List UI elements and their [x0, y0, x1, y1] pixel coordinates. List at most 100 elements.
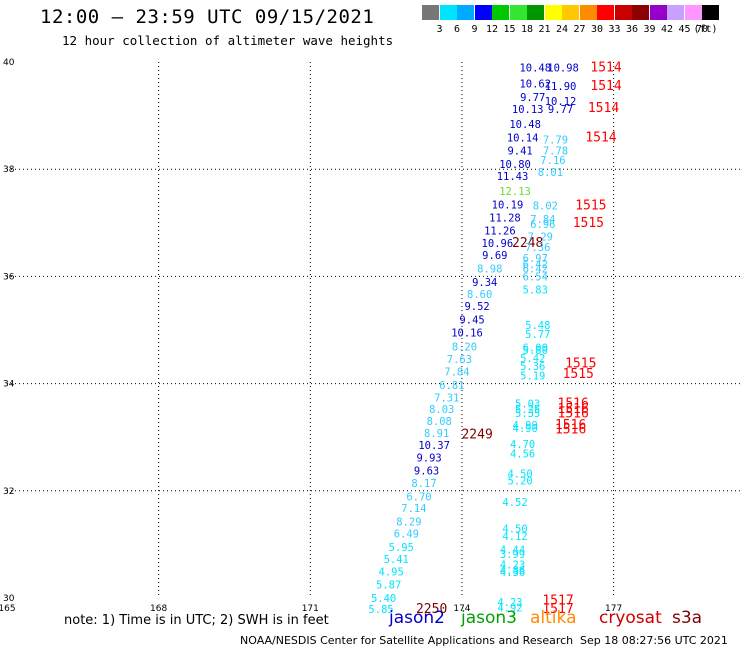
- wave-height-label: 10.12: [545, 96, 577, 108]
- wave-height-label: 11.26: [484, 226, 516, 238]
- wave-height-label: 6.54: [523, 272, 548, 284]
- color-scale-swatch: [474, 5, 492, 20]
- wave-height-label: 9.41: [507, 146, 532, 158]
- page-title: 12:00 – 23:59 UTC 09/15/2021: [40, 6, 375, 28]
- wave-height-label: 4.52: [502, 497, 527, 509]
- pass-time-label: 1517: [542, 593, 573, 608]
- wave-height-label: 4.23: [500, 560, 525, 572]
- wave-height-label: 9.34: [472, 277, 497, 289]
- latitude-tick-label: 32: [3, 487, 14, 497]
- wave-height-label: 5.48: [525, 320, 550, 332]
- wave-height-label: 5.20: [507, 475, 532, 487]
- wave-height-label: 7.84: [530, 214, 555, 226]
- color-scale-label: 33: [608, 24, 621, 35]
- latitude-tick-label: 30: [3, 594, 15, 604]
- color-scale-label: 36: [625, 24, 639, 35]
- wave-height-label: 10.48: [519, 63, 551, 75]
- wave-height-label: 4.92: [497, 602, 522, 614]
- wave-height-label: 7.84: [444, 367, 469, 379]
- wave-height-label: 6.00: [523, 342, 548, 354]
- page-subtitle: 12 hour collection of altimeter wave hei…: [62, 33, 394, 48]
- wave-height-label: 4.12: [502, 531, 527, 543]
- wave-height-label: 10.14: [507, 132, 539, 144]
- longitude-tick-label: 168: [150, 604, 167, 614]
- pass-time-label: 1515: [573, 216, 604, 231]
- legend-jason2: jason2: [389, 608, 445, 628]
- wave-height-label: 4.50: [502, 524, 527, 536]
- color-scale-swatch: [632, 5, 649, 20]
- wave-height-label: 8.02: [533, 200, 558, 212]
- wave-height-label: 8.60: [467, 289, 492, 301]
- color-scale-label: 30: [590, 24, 604, 35]
- wave-height-label: 5.77: [525, 329, 550, 341]
- wave-height-label: 5.03: [515, 399, 540, 411]
- wave-height-label: 4.36: [500, 567, 525, 579]
- wave-height-label: 8.17: [411, 478, 436, 490]
- color-scale-label: 39: [643, 24, 656, 35]
- wave-height-label: 6.42: [523, 264, 548, 276]
- pass-time-label: 2249: [461, 427, 492, 442]
- color-scale-swatch: [509, 5, 527, 20]
- longitude-tick-label: 174: [453, 604, 470, 614]
- wave-height-label: 10.96: [482, 238, 514, 250]
- wave-height-label: 7.14: [401, 503, 426, 515]
- latitude-tick-label: 40: [3, 58, 15, 68]
- wave-height-label: 9.93: [416, 452, 441, 464]
- wave-height-label: 4.99: [513, 420, 538, 432]
- wave-height-label: 5.25: [515, 404, 540, 416]
- wave-height-label: 5.85: [368, 604, 393, 616]
- wave-height-label: 4.56: [510, 449, 535, 461]
- color-scale-swatch: [597, 5, 614, 20]
- wave-height-label: 7.63: [447, 354, 472, 366]
- color-scale-swatch: [702, 5, 719, 20]
- wave-height-label: 5.83: [523, 285, 548, 297]
- color-scale-swatch: [684, 5, 702, 20]
- wave-height-label: 11.28: [489, 213, 521, 225]
- pass-time-label: 1516: [555, 418, 586, 433]
- wave-height-label: 8.08: [427, 416, 452, 428]
- footer-timestamp: Sep 18 08:27:56 UTC 2021: [580, 634, 728, 647]
- wave-height-label: 10.16: [451, 327, 483, 339]
- legend-altika: altika: [530, 608, 577, 628]
- wave-height-label: 8.20: [452, 341, 477, 353]
- wave-height-label: 10.37: [418, 440, 450, 452]
- pass-time-label: 2248: [512, 236, 543, 251]
- wave-height-label: 7.29: [528, 231, 553, 243]
- wave-height-label: 8.01: [538, 167, 563, 179]
- color-scale-swatch: [439, 5, 457, 20]
- pass-time-label: 1516: [555, 422, 586, 437]
- wave-height-label: 5.19: [520, 370, 545, 382]
- wave-height-label: 4.70: [510, 439, 535, 451]
- pass-time-label: 1514: [588, 101, 619, 116]
- wave-height-label: 6.70: [406, 491, 431, 503]
- legend-cryosat: cryosat: [599, 608, 662, 628]
- wave-height-label: 10.13: [512, 104, 544, 116]
- legend-s3a: s3a: [672, 608, 703, 628]
- pass-time-label: 2250: [416, 602, 447, 617]
- wave-height-label: 4.95: [379, 566, 404, 578]
- wave-height-label: 11.90: [545, 81, 577, 93]
- color-scale-swatch: [579, 5, 597, 20]
- wave-height-label: 9.77: [548, 104, 573, 116]
- pass-time-label: 1516: [558, 402, 589, 417]
- wave-height-label: 8.98: [477, 264, 502, 276]
- wave-height-label: 4.86: [500, 565, 525, 577]
- color-scale-label: 12: [485, 24, 499, 35]
- wave-height-label: 6.49: [394, 528, 419, 540]
- color-scale-unit: (ft): [693, 24, 718, 35]
- wave-height-label: 8.29: [396, 517, 421, 529]
- color-scale-swatch: [562, 5, 579, 20]
- longitude-tick-label: 177: [605, 604, 622, 614]
- color-scale-label: 24: [555, 24, 569, 35]
- pass-time-label: 1517: [542, 602, 573, 617]
- wave-height-label: 6.96: [530, 219, 555, 231]
- pass-time-label: 1516: [558, 397, 589, 412]
- wave-height-label: 10.80: [499, 159, 531, 171]
- wave-height-label: 5.42: [520, 353, 545, 365]
- wave-height-label: 7.16: [540, 155, 565, 167]
- color-scale-label: 3: [436, 24, 443, 35]
- wave-height-label: 11.43: [497, 171, 529, 183]
- legend-jason3: jason3: [461, 608, 517, 628]
- wave-height-label: 6.81: [439, 380, 464, 392]
